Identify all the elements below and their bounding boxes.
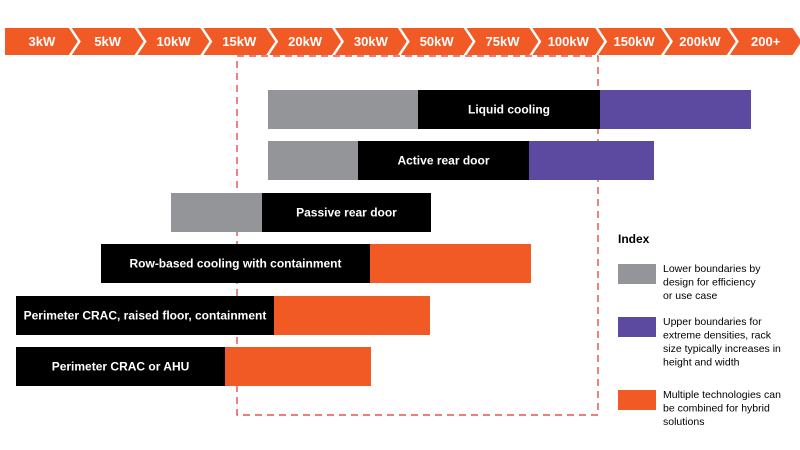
legend-text: Upper boundaries for <box>663 316 762 328</box>
axis-label: 30kW <box>354 34 389 49</box>
axis-chevron <box>598 28 670 55</box>
bar-label: Liquid cooling <box>468 103 550 117</box>
bar-segment <box>16 347 225 386</box>
legend-swatch <box>618 264 656 284</box>
axis-chevron <box>203 28 276 55</box>
axis-chevron <box>532 28 605 55</box>
bar-segment <box>16 296 274 335</box>
axis-chevron <box>400 28 473 55</box>
axis-label: 200kW <box>679 34 721 49</box>
bar-label: Active rear door <box>397 154 489 168</box>
axis-label: 5kW <box>94 34 121 49</box>
axis-label: 100kW <box>548 34 590 49</box>
legend-text: be combined for hybrid <box>663 402 770 414</box>
axis-label: 15kW <box>222 34 257 49</box>
legend-text: extreme densities, rack <box>663 329 772 341</box>
bar-label: Perimeter CRAC, raised floor, containmen… <box>24 309 267 323</box>
axis-chevron <box>71 28 144 55</box>
legend-text: size typically increases in <box>663 343 781 355</box>
bar-segment <box>262 193 431 232</box>
bar-segment <box>225 347 371 386</box>
axis-label: 150kW <box>613 34 655 49</box>
axis-label: 10kW <box>157 34 192 49</box>
axis-label: 75kW <box>486 34 521 49</box>
highlight-frame <box>236 55 599 416</box>
legend-text: Multiple technologies can <box>663 389 781 401</box>
bar-segment <box>529 141 654 180</box>
bar-segment <box>171 193 262 232</box>
bar-label: Perimeter CRAC or AHU <box>52 360 190 374</box>
bar-segment <box>101 244 370 283</box>
axis-chevron <box>137 28 210 55</box>
axis-chevron <box>5 28 78 55</box>
axis-chevron <box>729 28 800 55</box>
axis-label: 3kW <box>29 34 56 49</box>
bar-segment <box>268 90 418 129</box>
bar-segment <box>600 90 751 129</box>
bar-segment <box>268 141 358 180</box>
legend-text: design for efficiency <box>663 276 756 288</box>
axis-chevron <box>269 28 341 55</box>
bar-segment <box>418 90 600 129</box>
legend-title: Index <box>618 232 650 246</box>
legend-swatch <box>618 390 656 410</box>
legend-text: height and width <box>663 356 740 368</box>
legend-swatch <box>618 317 656 337</box>
axis-chevron <box>664 28 736 55</box>
axis-label: 20kW <box>288 34 323 49</box>
legend-text: or use case <box>663 290 717 302</box>
axis-chevron <box>335 28 407 55</box>
axis-label: 50kW <box>420 34 455 49</box>
bar-segment <box>370 244 531 283</box>
axis-chevron <box>466 28 539 55</box>
bar-segment <box>358 141 529 180</box>
bar-label: Row-based cooling with containment <box>129 257 341 271</box>
bar-label: Passive rear door <box>296 206 397 220</box>
legend-text: Lower boundaries by <box>663 263 761 275</box>
bar-segment <box>274 296 430 335</box>
legend-text: solutions <box>663 416 704 428</box>
axis-label: 200+ <box>751 34 781 49</box>
